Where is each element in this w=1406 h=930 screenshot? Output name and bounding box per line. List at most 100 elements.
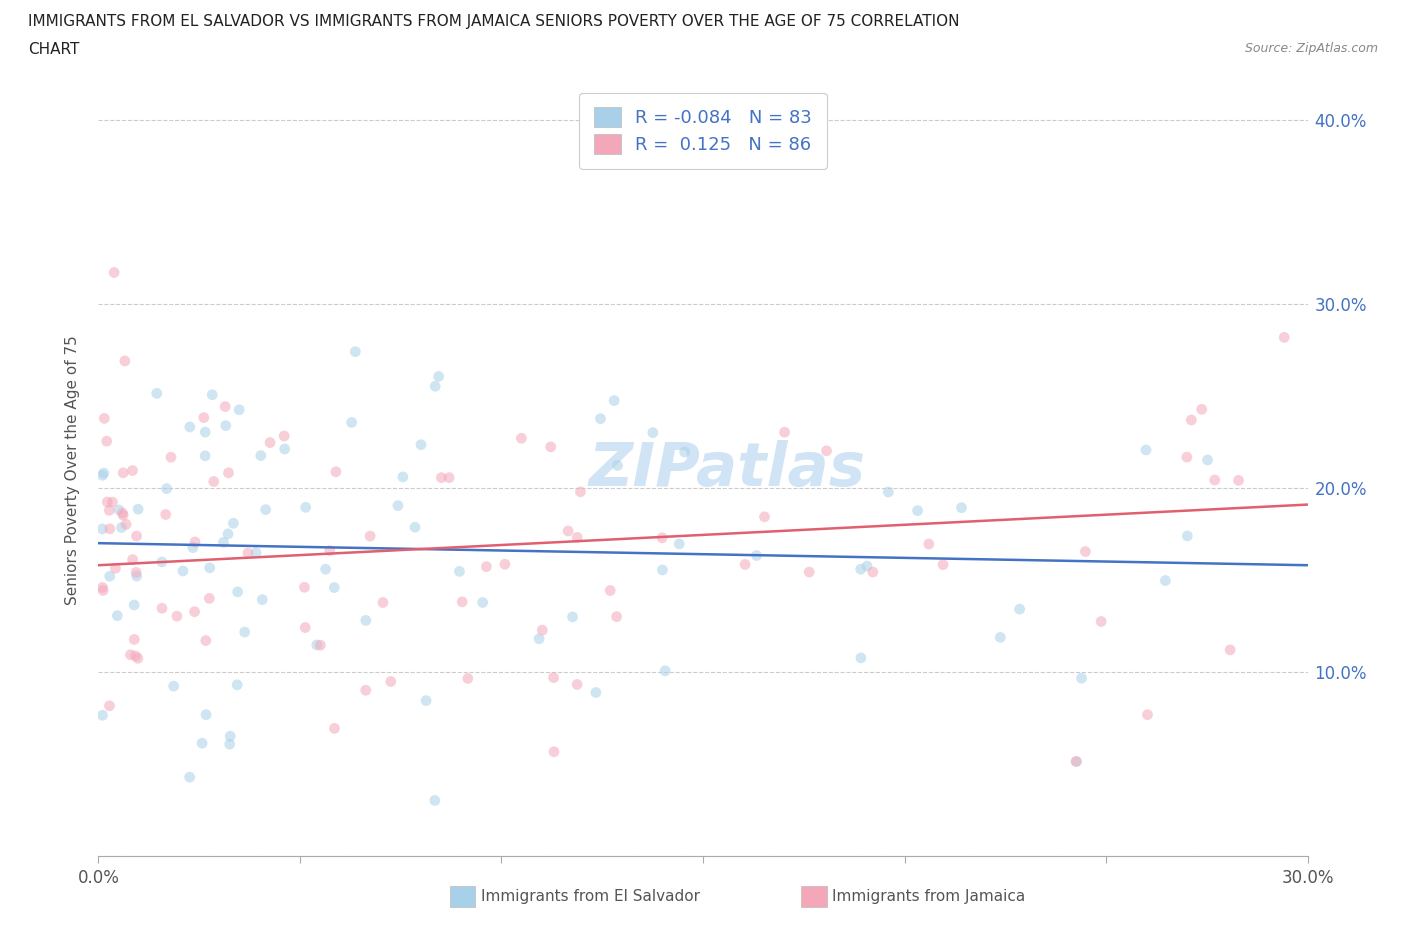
Point [309, 638, 332, 653]
Point [179, 419, 201, 434]
Point [651, 563, 673, 578]
Point [127, 501, 149, 516]
Point [218, 737, 240, 751]
Point [228, 403, 250, 418]
Point [527, 631, 550, 646]
Point [214, 399, 236, 414]
Point [125, 565, 148, 579]
Point [98, 569, 121, 584]
Point [127, 651, 149, 666]
Point [437, 471, 460, 485]
Point [104, 561, 127, 576]
Point [91, 522, 114, 537]
Point [1008, 602, 1031, 617]
Point [599, 583, 621, 598]
Point [215, 418, 238, 433]
Point [354, 683, 377, 698]
Point [565, 677, 588, 692]
Point [531, 623, 554, 638]
Point [1219, 643, 1241, 658]
Point [252, 592, 274, 607]
Point [668, 537, 690, 551]
Point [172, 564, 194, 578]
Point [557, 524, 579, 538]
Point [96, 433, 118, 448]
Point [125, 528, 148, 543]
Point [799, 565, 821, 579]
Point [1074, 544, 1097, 559]
Point [673, 445, 696, 459]
Point [195, 707, 218, 722]
Point [111, 506, 134, 521]
Point [319, 543, 342, 558]
Point [112, 508, 135, 523]
Point [1090, 614, 1112, 629]
Point [561, 609, 583, 624]
Point [603, 393, 626, 408]
Point [194, 448, 217, 463]
Point [543, 671, 565, 685]
Point [93, 411, 115, 426]
Point [1204, 472, 1226, 487]
Point [112, 465, 135, 480]
Point [1135, 443, 1157, 458]
Point [540, 440, 562, 455]
Point [294, 579, 316, 594]
Point [932, 557, 955, 572]
Point [259, 435, 281, 450]
Point [93, 466, 115, 481]
Point [415, 693, 437, 708]
Point [387, 498, 409, 513]
Point [98, 503, 121, 518]
Point [91, 583, 114, 598]
Point [567, 530, 589, 545]
Point [121, 552, 143, 567]
Point [122, 598, 145, 613]
Point [1136, 708, 1159, 723]
Point [198, 591, 221, 605]
Point [120, 647, 142, 662]
Point [734, 557, 756, 572]
Point [194, 425, 217, 440]
Point [754, 510, 776, 525]
Point [606, 458, 628, 472]
Point [1175, 450, 1198, 465]
Point [988, 630, 1011, 644]
Point [543, 744, 565, 759]
Point [907, 503, 929, 518]
Point [191, 736, 214, 751]
Point [315, 562, 337, 577]
Point [404, 520, 426, 535]
Point [606, 609, 628, 624]
Point [184, 535, 207, 550]
Point [217, 526, 239, 541]
Point [124, 648, 146, 663]
Point [91, 468, 114, 483]
Point [1180, 413, 1202, 428]
Point [105, 608, 128, 623]
Point [494, 557, 516, 572]
Point [202, 474, 225, 489]
Point [1154, 573, 1177, 588]
Point [160, 450, 183, 465]
Point [1272, 330, 1295, 345]
Point [1066, 754, 1088, 769]
Point [950, 500, 973, 515]
Point [457, 671, 479, 686]
Point [354, 613, 377, 628]
Point [121, 463, 143, 478]
Point [212, 535, 235, 550]
Point [449, 564, 471, 578]
Point [115, 517, 138, 532]
Point [589, 411, 612, 426]
Point [108, 502, 131, 517]
Point [409, 437, 432, 452]
Point [91, 708, 114, 723]
Point [323, 721, 346, 736]
Y-axis label: Seniors Poverty Over the Age of 75: Seniors Poverty Over the Age of 75 [65, 335, 80, 604]
Point [423, 793, 446, 808]
Point [569, 485, 592, 499]
Point [1191, 402, 1213, 417]
Point [815, 444, 838, 458]
Point [877, 485, 900, 499]
